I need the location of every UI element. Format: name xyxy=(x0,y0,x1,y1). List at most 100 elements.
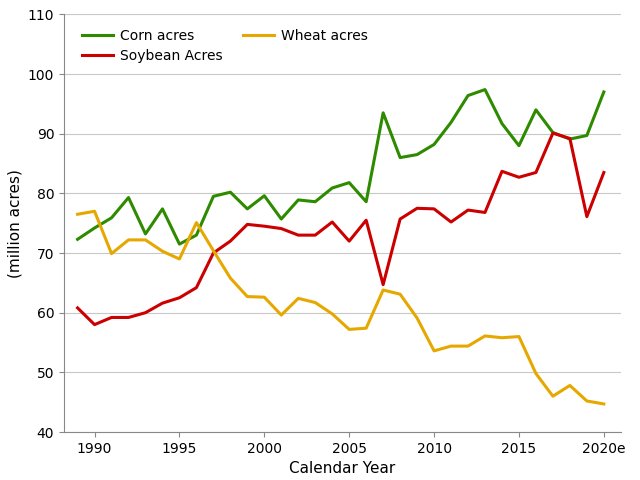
Soybean Acres xyxy=(125,314,132,320)
Soybean Acres xyxy=(209,250,217,256)
Legend: Corn acres, Soybean Acres, Wheat acres: Corn acres, Soybean Acres, Wheat acres xyxy=(77,24,373,68)
Corn acres xyxy=(74,237,81,242)
Soybean Acres xyxy=(498,168,506,174)
Corn acres xyxy=(549,130,557,135)
Soybean Acres xyxy=(515,174,523,180)
Soybean Acres xyxy=(362,217,370,223)
Soybean Acres xyxy=(175,295,183,300)
X-axis label: Calendar Year: Calendar Year xyxy=(289,461,396,476)
Soybean Acres xyxy=(532,169,540,175)
Corn acres xyxy=(413,152,421,157)
Wheat acres xyxy=(447,343,455,349)
Corn acres xyxy=(600,89,607,95)
Soybean Acres xyxy=(328,219,336,225)
Wheat acres xyxy=(74,211,81,217)
Wheat acres xyxy=(108,251,115,256)
Soybean Acres xyxy=(346,238,353,244)
Wheat acres xyxy=(227,275,234,281)
Wheat acres xyxy=(312,300,319,305)
Soybean Acres xyxy=(481,210,489,216)
Soybean Acres xyxy=(243,221,251,227)
Corn acres xyxy=(515,143,523,148)
Corn acres xyxy=(141,231,149,237)
Wheat acres xyxy=(243,294,251,300)
Corn acres xyxy=(278,216,285,222)
Wheat acres xyxy=(600,401,607,407)
Soybean Acres xyxy=(159,300,166,306)
Corn acres xyxy=(91,225,99,231)
Wheat acres xyxy=(464,343,472,349)
Wheat acres xyxy=(549,393,557,399)
Corn acres xyxy=(566,136,573,142)
Wheat acres xyxy=(532,371,540,376)
Soybean Acres xyxy=(312,232,319,238)
Corn acres xyxy=(362,199,370,204)
Wheat acres xyxy=(125,237,132,243)
Corn acres xyxy=(430,142,438,147)
Soybean Acres xyxy=(583,214,591,219)
Soybean Acres xyxy=(227,238,234,244)
Soybean Acres xyxy=(447,219,455,225)
Soybean Acres xyxy=(464,207,472,213)
Line: Corn acres: Corn acres xyxy=(77,90,604,244)
Soybean Acres xyxy=(396,216,404,222)
Corn acres xyxy=(243,206,251,212)
Wheat acres xyxy=(515,334,523,339)
Soybean Acres xyxy=(430,206,438,212)
Wheat acres xyxy=(583,398,591,404)
Soybean Acres xyxy=(294,232,302,238)
Corn acres xyxy=(159,206,166,212)
Corn acres xyxy=(328,185,336,191)
Corn acres xyxy=(380,110,387,116)
Wheat acres xyxy=(380,287,387,293)
Corn acres xyxy=(583,132,591,138)
Wheat acres xyxy=(346,326,353,332)
Corn acres xyxy=(464,93,472,98)
Wheat acres xyxy=(328,311,336,317)
Soybean Acres xyxy=(141,310,149,315)
Soybean Acres xyxy=(91,322,99,327)
Wheat acres xyxy=(498,335,506,341)
Wheat acres xyxy=(209,248,217,253)
Soybean Acres xyxy=(549,130,557,136)
Soybean Acres xyxy=(380,282,387,288)
Wheat acres xyxy=(413,315,421,321)
Soybean Acres xyxy=(108,314,115,320)
Corn acres xyxy=(346,180,353,185)
Wheat acres xyxy=(278,312,285,318)
Soybean Acres xyxy=(600,169,607,175)
Corn acres xyxy=(447,120,455,125)
Wheat acres xyxy=(175,256,183,262)
Corn acres xyxy=(193,232,200,238)
Corn acres xyxy=(209,193,217,199)
Wheat acres xyxy=(91,208,99,214)
Corn acres xyxy=(396,155,404,160)
Wheat acres xyxy=(260,294,268,300)
Soybean Acres xyxy=(566,136,573,142)
Y-axis label: (million acres): (million acres) xyxy=(7,169,22,277)
Soybean Acres xyxy=(413,205,421,211)
Corn acres xyxy=(108,215,115,221)
Wheat acres xyxy=(430,348,438,354)
Corn acres xyxy=(498,120,506,126)
Corn acres xyxy=(532,107,540,113)
Corn acres xyxy=(260,193,268,199)
Corn acres xyxy=(294,197,302,203)
Wheat acres xyxy=(481,333,489,339)
Wheat acres xyxy=(396,291,404,297)
Soybean Acres xyxy=(74,305,81,311)
Corn acres xyxy=(175,241,183,247)
Soybean Acres xyxy=(193,285,200,290)
Soybean Acres xyxy=(278,226,285,231)
Corn acres xyxy=(312,199,319,204)
Corn acres xyxy=(227,189,234,195)
Corn acres xyxy=(481,87,489,93)
Wheat acres xyxy=(159,248,166,254)
Wheat acres xyxy=(566,383,573,388)
Wheat acres xyxy=(362,325,370,331)
Line: Soybean Acres: Soybean Acres xyxy=(77,133,604,324)
Line: Wheat acres: Wheat acres xyxy=(77,211,604,404)
Corn acres xyxy=(125,195,132,201)
Soybean Acres xyxy=(260,223,268,229)
Wheat acres xyxy=(294,296,302,301)
